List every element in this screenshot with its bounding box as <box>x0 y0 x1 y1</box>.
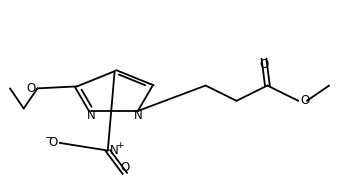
Text: +: + <box>116 141 124 150</box>
Text: O: O <box>300 94 309 107</box>
Text: O: O <box>120 161 129 174</box>
Text: −: − <box>45 133 54 143</box>
Text: O: O <box>26 82 36 95</box>
Text: N: N <box>87 109 96 122</box>
Text: N: N <box>109 144 118 157</box>
Text: N: N <box>134 109 142 122</box>
Text: O: O <box>49 136 58 149</box>
Text: O: O <box>260 58 268 71</box>
